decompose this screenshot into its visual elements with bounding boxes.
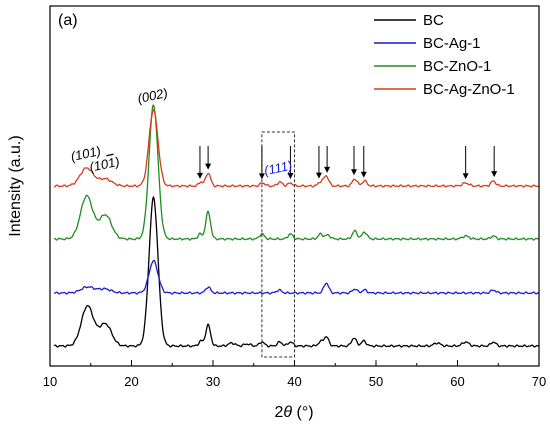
dashed-box <box>261 131 295 358</box>
dashed-box-group <box>261 131 295 358</box>
peak-arrow-8 <box>462 146 469 180</box>
legend-label-1: BC-Ag-1 <box>423 35 481 52</box>
x-tick-label-40: 40 <box>287 374 301 389</box>
peak-arrow-6 <box>350 146 357 176</box>
peak-arrow-1 <box>205 146 212 170</box>
annotation-3: (111) <box>263 158 294 179</box>
x-axis-label-prefix: 2 <box>274 404 283 421</box>
peak-arrow-3 <box>287 146 294 179</box>
legend-item-1: BC-Ag-1 <box>374 35 481 52</box>
arrow-group <box>196 146 498 180</box>
x-tick-label-50: 50 <box>369 374 383 389</box>
series-line-0 <box>53 196 540 348</box>
x-tick-label-10: 10 <box>43 374 57 389</box>
series-line-3 <box>54 109 540 188</box>
peak-arrow-5 <box>324 146 331 173</box>
peak-arrow-7 <box>360 146 367 178</box>
y-axis-label: Intensity (a.u.) <box>7 135 24 236</box>
legend-item-0: BC <box>374 12 444 29</box>
peak-arrow-9 <box>491 146 498 178</box>
x-tick-label-60: 60 <box>450 374 464 389</box>
x-tick-label-20: 20 <box>124 374 138 389</box>
peak-arrow-0 <box>196 146 203 179</box>
legend-label-2: BC-ZnO-1 <box>423 58 491 75</box>
x-tick-label-30: 30 <box>206 374 220 389</box>
legend: BC BC-Ag-1 BC-ZnO-1 BC-Ag-ZnO-1 <box>374 12 515 98</box>
legend-label-0: BC <box>423 12 444 29</box>
series-line-1 <box>54 259 540 295</box>
annotation-0: (101) <box>69 143 102 164</box>
annotation-group: (101)(101) (002) (111) <box>69 85 293 178</box>
peak-arrow-4 <box>315 146 322 179</box>
x-axis-label: 2θ (°) <box>274 404 313 421</box>
legend-item-2: BC-ZnO-1 <box>374 58 491 75</box>
legend-item-3: BC-Ag-ZnO-1 <box>374 81 515 98</box>
x-tick-label-70: 70 <box>532 374 546 389</box>
x-axis-label-theta: θ <box>283 404 292 421</box>
panel-label: (a) <box>58 12 78 29</box>
x-axis: 10 20 30 40 50 60 70 <box>43 360 546 389</box>
series-group <box>53 104 540 348</box>
annotation-2: (002) <box>136 85 169 106</box>
peak-arrow-2 <box>258 146 265 180</box>
annotation-1: (101) <box>88 154 121 175</box>
x-axis-label-suffix: (°) <box>292 404 314 421</box>
legend-label-3: BC-Ag-ZnO-1 <box>423 81 515 98</box>
series-line-2 <box>54 104 540 241</box>
